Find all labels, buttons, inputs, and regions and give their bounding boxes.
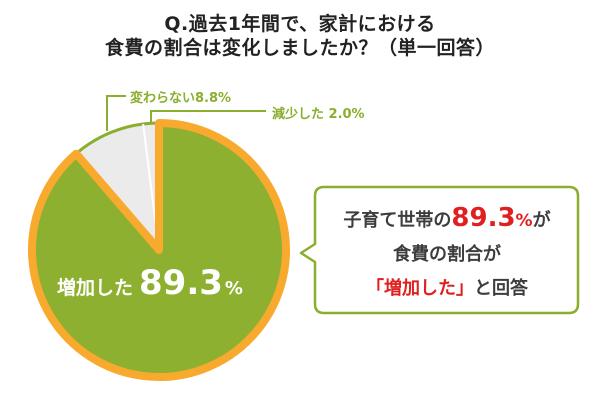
- callout-line-3: 「増加した」と回答: [316, 272, 578, 306]
- leader-line-decrease: [150, 110, 266, 123]
- slice-increase: [28, 119, 290, 381]
- chart-title: Q.過去1年間で、家計における 食費の割合は変化しましたか？（単一回答）: [0, 12, 600, 60]
- callout-unit: %: [515, 211, 533, 231]
- label-increase-value: 89.3: [139, 263, 223, 303]
- label-increase-text: 増加した: [57, 277, 134, 299]
- leader-line-no-change: [106, 95, 126, 131]
- title-line-1: Q.過去1年間で、家計における: [164, 13, 436, 35]
- label-no-change: 変わらない8.8%: [130, 91, 232, 106]
- callout-answer: と回答: [474, 278, 528, 299]
- label-increase: 増加した 89.3%: [57, 263, 243, 303]
- callout-value: 89.3: [451, 203, 516, 233]
- label-increase-unit: %: [224, 278, 243, 299]
- callout-prefix: 子育て世帯の: [343, 210, 452, 231]
- callout-line-1: 子育て世帯の89.3%が: [316, 201, 578, 238]
- callout-line-2: 食費の割合が: [393, 244, 501, 265]
- callout-quote: 「増加した」: [366, 278, 474, 299]
- callout-text: 子育て世帯の89.3%が 食費の割合が 「増加した」と回答: [316, 201, 578, 306]
- label-decrease: 減少した 2.0%: [272, 107, 365, 122]
- callout-suffix: が: [532, 210, 551, 231]
- title-line-2: 食費の割合は変化しましたか？（単一回答）: [104, 37, 495, 59]
- callout-bubble: [299, 185, 580, 315]
